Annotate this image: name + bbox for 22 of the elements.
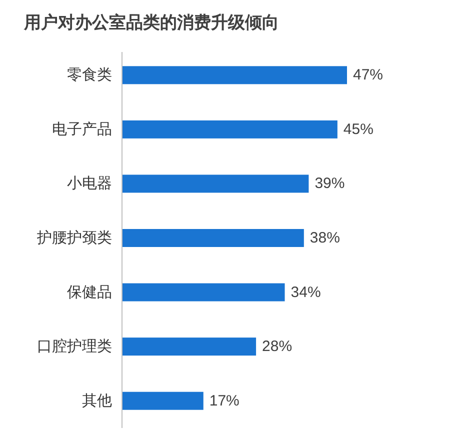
bar xyxy=(122,392,204,410)
bar xyxy=(122,283,285,302)
bar xyxy=(122,338,256,356)
data-label: 45% xyxy=(343,120,374,138)
data-label: 17% xyxy=(209,392,240,410)
data-label: 47% xyxy=(353,66,384,84)
data-label: 38% xyxy=(310,230,340,246)
chart-title: 用户对办公室品类的消费升级倾向 xyxy=(23,13,279,32)
y-tick-label: 其他 xyxy=(82,392,112,410)
y-tick-label: 零食类 xyxy=(67,66,112,84)
data-label: 28% xyxy=(262,338,292,356)
bar xyxy=(122,229,304,247)
y-tick-label: 电子产品 xyxy=(52,120,112,138)
y-tick-label: 保健品 xyxy=(67,284,112,301)
y-tick-label: 口腔护理类 xyxy=(37,338,112,356)
data-label: 34% xyxy=(290,284,321,301)
y-tick-label: 小电器 xyxy=(67,175,112,192)
data-label: 39% xyxy=(314,175,345,192)
bar xyxy=(122,66,347,84)
y-tick-label: 护腰护颈类 xyxy=(36,230,112,246)
bar xyxy=(122,174,309,193)
bar xyxy=(122,120,338,138)
